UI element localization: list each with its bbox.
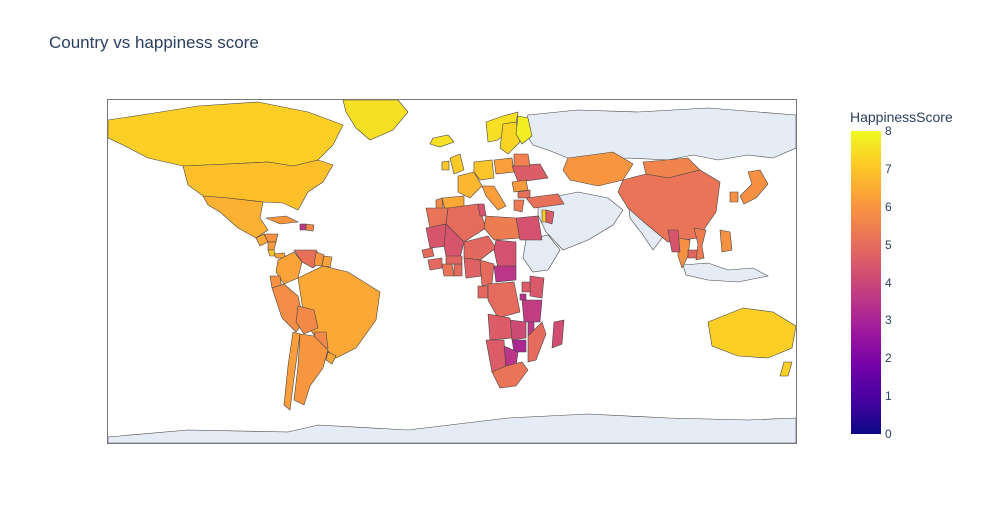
colorbar-tick: 6	[881, 200, 941, 214]
colorbar-tick: 7	[881, 162, 941, 176]
country-libya[interactable]: Libya: 5.4	[483, 215, 521, 241]
country-haiti[interactable]: Haiti: 3.6	[299, 223, 307, 231]
colorbar-tick-label: 0	[885, 427, 892, 441]
colorbar-tick-label: 2	[885, 351, 892, 366]
country-greenland[interactable]: Greenland: 7.5	[342, 100, 409, 141]
colorbar-tick: 0	[881, 427, 941, 441]
country-nicaragua[interactable]: Nicaragua: 6.1	[267, 241, 277, 251]
colorbar-tick: 8	[881, 124, 941, 138]
country-argentina[interactable]: Argentina: 6	[293, 333, 329, 406]
country-united-kingdom[interactable]: United Kingdom: 7.1	[449, 153, 465, 175]
country-zambia[interactable]: Zambia: 4.1	[509, 319, 527, 341]
colorbar-tick-label: 8	[885, 124, 892, 138]
country-suriname[interactable]: Suriname: 6.3	[321, 255, 333, 268]
country-madagascar[interactable]: Madagascar: 4.2	[551, 319, 565, 349]
country-ireland[interactable]: Ireland: 7	[441, 160, 450, 171]
country-ukraine[interactable]: Ukraine: 4.6	[511, 163, 549, 183]
country-greece[interactable]: Greece: 5.3	[513, 199, 525, 213]
country-canada[interactable]: Canada: 7.2	[108, 101, 344, 167]
country-zimbabwe[interactable]: Zimbabwe: 3.1	[511, 339, 527, 353]
country-central-african-republic[interactable]: Central African Republic: 3.5	[493, 265, 517, 283]
country-germany[interactable]: Germany: 7	[473, 159, 495, 181]
land-ethiopia-somalia	[522, 234, 561, 273]
colorbar-tick: 2	[881, 351, 941, 365]
land-indonesia	[682, 262, 769, 283]
country-sweden[interactable]: Sweden: 7.3	[499, 121, 521, 155]
country-turkey[interactable]: Turkey: 5.1	[525, 193, 565, 209]
country-burkina-faso[interactable]: Burkina Faso: 4.8	[445, 255, 463, 265]
colorbar-tick: 1	[881, 389, 941, 403]
country-rwanda[interactable]: Rwanda: 3.4	[519, 293, 527, 301]
country-south-korea[interactable]: South Korea: 5.9	[729, 191, 739, 203]
chart-title: Country vs happiness score	[49, 33, 259, 52]
country-thailand[interactable]: Thailand: 5.9	[677, 237, 691, 269]
country-belarus[interactable]: Belarus: 5.5	[513, 153, 531, 167]
country-nigeria[interactable]: Nigeria: 4.7	[463, 257, 483, 279]
land-middle-east	[537, 191, 624, 251]
country-mozambique[interactable]: Mozambique: 5	[527, 321, 547, 363]
colorbar-tick-label: 3	[885, 313, 892, 328]
country-egypt[interactable]: Egypt: 4.3	[515, 215, 543, 241]
country-cameroon[interactable]: Cameroon: 5	[479, 259, 495, 287]
country-niger[interactable]: Niger: 4.9	[463, 235, 497, 261]
colorbar-tick-label: 1	[885, 389, 892, 404]
country-uganda[interactable]: Uganda: 4.6	[521, 281, 531, 293]
country-congo[interactable]: Congo: 5	[487, 281, 521, 319]
country-ghana[interactable]: Ghana: 5	[453, 263, 463, 277]
country-cuba[interactable]: Cuba: 6	[265, 215, 300, 225]
country-finland[interactable]: Finland: 7.8	[515, 115, 533, 145]
colorbar-tick: 3	[881, 313, 941, 327]
country-romania[interactable]: Romania: 6.1	[511, 179, 529, 193]
country-gabon[interactable]: Gabon: 4.9	[477, 285, 489, 299]
country-dominican-republic[interactable]: Dominican Republic: 5.7	[305, 223, 315, 232]
country-chad[interactable]: Chad: 4.3	[493, 239, 517, 269]
country-ivory-coast[interactable]: Ivory Coast: 5.2	[441, 263, 455, 277]
country-iceland[interactable]: Iceland: 7.5	[429, 134, 455, 148]
country-kenya[interactable]: Kenya: 4.5	[529, 275, 545, 299]
country-japan[interactable]: Japan: 5.9	[739, 169, 769, 205]
country-bolivia[interactable]: Bolivia: 5.7	[295, 305, 319, 335]
country-new-zealand[interactable]: New Zealand: 7.2	[779, 361, 793, 377]
colorbar	[851, 131, 881, 434]
country-australia[interactable]: Australia: 7.2	[707, 307, 796, 359]
land-antarctica	[108, 413, 796, 443]
world-map[interactable]: Canada: 7.2United States: 6.9Mexico: 6.6…	[107, 99, 797, 444]
colorbar-tick-label: 6	[885, 199, 892, 214]
country-senegal[interactable]: Senegal: 5	[421, 247, 435, 259]
colorbar-tick-label: 4	[885, 275, 892, 290]
country-france[interactable]: France: 6.7	[457, 171, 483, 199]
country-kazakhstan[interactable]: Kazakhstan: 6	[562, 151, 634, 187]
colorbar-ticks: 0 1 2 3 4 5 6 7 8	[881, 124, 941, 441]
country-italy[interactable]: Italy: 6.2	[481, 185, 507, 211]
country-guinea[interactable]: Guinea: 4.9	[427, 257, 443, 271]
colorbar-tick: 4	[881, 276, 941, 290]
land-russia	[522, 107, 796, 163]
country-israel[interactable]: Israel: 7.1	[541, 209, 547, 223]
country-jordan[interactable]: Jordan: 4.6	[545, 209, 555, 225]
country-mexico[interactable]: Mexico: 6.6	[202, 195, 269, 239]
colorbar-tick: 5	[881, 238, 941, 252]
country-tanzania[interactable]: Tanzania: 3.7	[521, 299, 543, 323]
country-angola[interactable]: Angola: 4.6	[487, 313, 513, 341]
colorbar-title: HappinessScore	[850, 109, 953, 125]
country-china[interactable]: China: 5.2	[617, 169, 721, 243]
country-philippines[interactable]: Philippines: 5.9	[719, 229, 733, 253]
country-poland[interactable]: Poland: 6.2	[493, 157, 515, 175]
country-myanmar[interactable]: Myanmar: 4.4	[667, 229, 681, 253]
country-south-africa[interactable]: South Africa: 5.2	[491, 361, 529, 389]
country-vietnam[interactable]: Vietnam: 5.4	[693, 227, 707, 261]
colorbar-tick-label: 7	[885, 161, 892, 176]
country-uruguay[interactable]: Uruguay: 6.4	[325, 351, 337, 365]
colorbar-tick-label: 5	[885, 237, 892, 252]
